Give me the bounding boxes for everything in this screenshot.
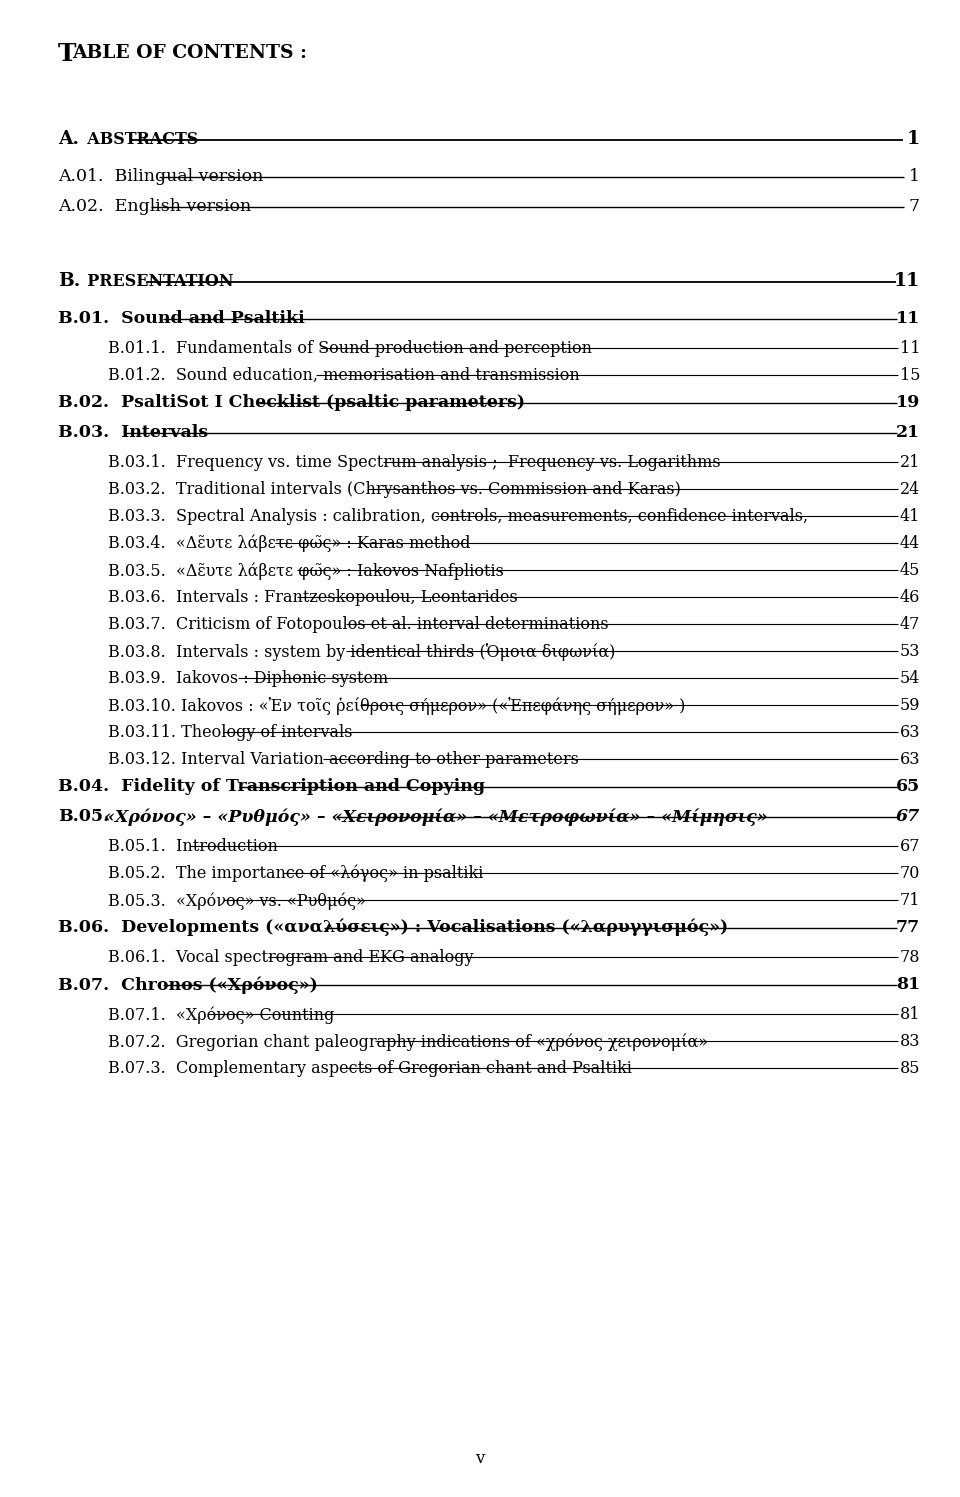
Text: B.05.3.  «Χρόνος» vs. «Ρυθμός»: B.05.3. «Χρόνος» vs. «Ρυθμός» xyxy=(108,892,366,910)
Text: A.01.  Bilingual version: A.01. Bilingual version xyxy=(58,168,263,186)
Text: 44: 44 xyxy=(900,534,920,552)
Text: PRESENTATION: PRESENTATION xyxy=(76,272,233,290)
Text: 46: 46 xyxy=(900,588,920,606)
Text: B.07.3.  Complementary aspects of Gregorian chant and Psaltiki: B.07.3. Complementary aspects of Gregori… xyxy=(108,1060,632,1076)
Text: 67: 67 xyxy=(896,808,920,825)
Text: B.03.11. Theology of intervals: B.03.11. Theology of intervals xyxy=(108,725,352,741)
Text: 71: 71 xyxy=(900,892,920,909)
Text: 78: 78 xyxy=(900,949,920,966)
Text: 19: 19 xyxy=(896,394,920,412)
Text: B.03.7.  Criticism of Fotopoulos et al. interval determinations: B.03.7. Criticism of Fotopoulos et al. i… xyxy=(108,615,609,633)
Text: 11: 11 xyxy=(900,340,920,356)
Text: B.02.  PsaltiSot I Checklist (psaltic parameters): B.02. PsaltiSot I Checklist (psaltic par… xyxy=(58,394,525,412)
Text: 45: 45 xyxy=(900,561,920,579)
Text: B.03.2.  Traditional intervals (Chrysanthos vs. Commission and Karas): B.03.2. Traditional intervals (Chrysanth… xyxy=(108,481,681,499)
Text: 59: 59 xyxy=(900,698,920,714)
Text: B.03.  Intervals: B.03. Intervals xyxy=(58,424,208,442)
Text: 11: 11 xyxy=(894,272,920,290)
Text: B.03.8.  Intervals : system by identical thirds (Ὁμοια διφωνία): B.03.8. Intervals : system by identical … xyxy=(108,644,615,662)
Text: 83: 83 xyxy=(900,1033,920,1049)
Text: B.05.2.  The importance of «λόγος» in psaltiki: B.05.2. The importance of «λόγος» in psa… xyxy=(108,865,484,883)
Text: 24: 24 xyxy=(900,481,920,499)
Text: B.01.  Sound and Psaltiki: B.01. Sound and Psaltiki xyxy=(58,310,304,326)
Text: B.07.2.  Gregorian chant paleography indications of «χρόνος χειρονομία»: B.07.2. Gregorian chant paleography indi… xyxy=(108,1033,708,1051)
Text: A.: A. xyxy=(58,130,79,148)
Text: 70: 70 xyxy=(900,865,920,882)
Text: B.05.: B.05. xyxy=(58,808,109,825)
Text: B.07.1.  «Χρόνος» Counting: B.07.1. «Χρόνος» Counting xyxy=(108,1006,334,1024)
Text: 63: 63 xyxy=(900,725,920,741)
Text: B.03.6.  Intervals : Frantzeskopoulou, Leontarides: B.03.6. Intervals : Frantzeskopoulou, Le… xyxy=(108,588,517,606)
Text: «Χρόνος» – «Ρυθμός» – «Χειρονομία» – «Μετροφωνία» – «Μίμησις»: «Χρόνος» – «Ρυθμός» – «Χειρονομία» – «Με… xyxy=(92,808,768,825)
Text: ABSTRACTS: ABSTRACTS xyxy=(76,132,199,148)
Text: 11: 11 xyxy=(896,310,920,326)
Text: 54: 54 xyxy=(900,671,920,687)
Text: 1: 1 xyxy=(909,168,920,186)
Text: 77: 77 xyxy=(896,919,920,936)
Text: 21: 21 xyxy=(896,424,920,442)
Text: B.06.  Developments («αναλύσεις») : Vocalisations («λαρυγγισμός»): B.06. Developments («αναλύσεις») : Vocal… xyxy=(58,919,728,937)
Text: B.05.1.  Introduction: B.05.1. Introduction xyxy=(108,838,277,855)
Text: B.03.4.  «Δε̃υτε λάβετε φω̃ς» : Karas method: B.03.4. «Δε̃υτε λάβετε φω̃ς» : Karas met… xyxy=(108,534,470,552)
Text: B.03.3.  Spectral Analysis : calibration, controls, measurements, confidence int: B.03.3. Spectral Analysis : calibration,… xyxy=(108,507,808,525)
Text: B.04.  Fidelity of Transcription and Copying: B.04. Fidelity of Transcription and Copy… xyxy=(58,778,485,795)
Text: 63: 63 xyxy=(900,751,920,768)
Text: 81: 81 xyxy=(900,1006,920,1022)
Text: B.: B. xyxy=(58,272,81,290)
Text: 21: 21 xyxy=(900,454,920,472)
Text: B.07.  Chronos («Χρόνος»): B.07. Chronos («Χρόνος») xyxy=(58,976,318,994)
Text: 41: 41 xyxy=(900,507,920,525)
Text: A.02.  English version: A.02. English version xyxy=(58,198,252,216)
Text: B.03.5.  «Δε̃υτε λάβετε φω̃ς» : Iakovos Nafpliotis: B.03.5. «Δε̃υτε λάβετε φω̃ς» : Iakovos N… xyxy=(108,561,504,579)
Text: ABLE OF CONTENTS :: ABLE OF CONTENTS : xyxy=(72,43,307,61)
Text: 67: 67 xyxy=(900,838,920,855)
Text: B.03.1.  Frequency vs. time Spectrum analysis ;  Frequency vs. Logarithms: B.03.1. Frequency vs. time Spectrum anal… xyxy=(108,454,721,472)
Text: v: v xyxy=(475,1451,485,1467)
Text: 81: 81 xyxy=(896,976,920,993)
Text: B.03.12. Interval Variation according to other parameters: B.03.12. Interval Variation according to… xyxy=(108,751,579,768)
Text: 65: 65 xyxy=(896,778,920,795)
Text: B.03.9.  Iakovos : Diphonic system: B.03.9. Iakovos : Diphonic system xyxy=(108,671,388,687)
Text: B.01.2.  Sound education, memorisation and transmission: B.01.2. Sound education, memorisation an… xyxy=(108,367,580,385)
Text: B.06.1.  Vocal spectrogram and EKG analogy: B.06.1. Vocal spectrogram and EKG analog… xyxy=(108,949,473,966)
Text: 7: 7 xyxy=(909,198,920,216)
Text: 15: 15 xyxy=(900,367,920,385)
Text: 85: 85 xyxy=(900,1060,920,1076)
Text: T: T xyxy=(58,42,77,66)
Text: 47: 47 xyxy=(900,615,920,633)
Text: B.03.10. Iakovos : «Ἐν τοῖς ῥείθροις σήμερον» («Ἐπεφάνης σήμερον» ): B.03.10. Iakovos : «Ἐν τοῖς ῥείθροις σήμ… xyxy=(108,698,685,716)
Text: 53: 53 xyxy=(900,644,920,660)
Text: B.01.1.  Fundamentals of Sound production and perception: B.01.1. Fundamentals of Sound production… xyxy=(108,340,592,356)
Text: 1: 1 xyxy=(907,130,920,148)
